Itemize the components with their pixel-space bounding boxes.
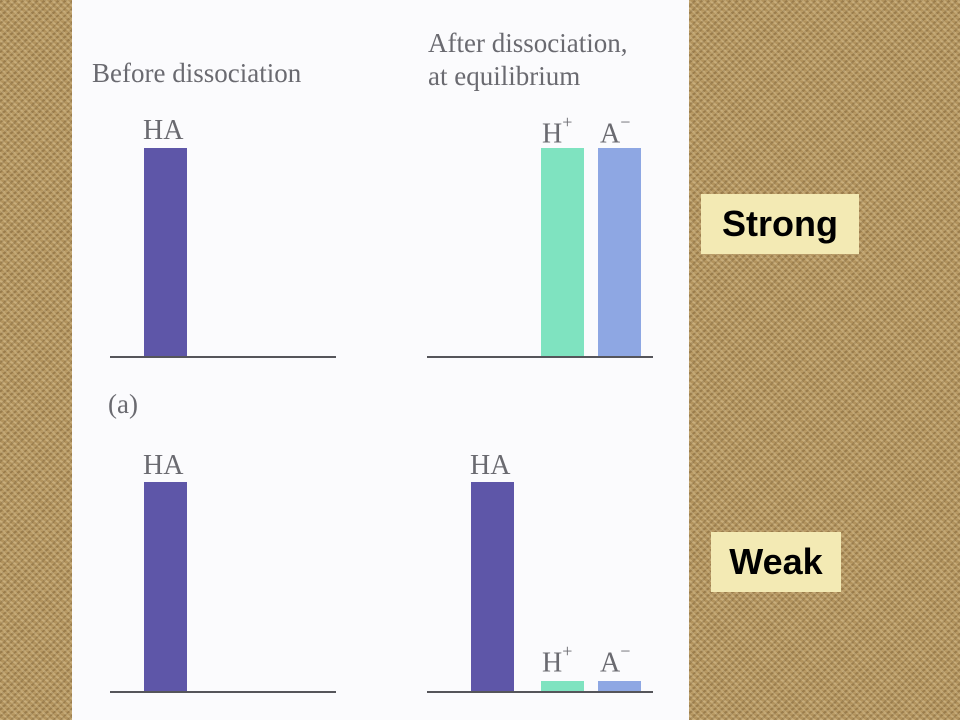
minus-sign: −	[620, 112, 631, 132]
baseline-strong-after	[427, 356, 653, 358]
heading-at-equilibrium: at equilibrium	[428, 61, 581, 91]
weak-acid-tag: Weak	[711, 532, 841, 592]
bar-ha-weak-before	[144, 482, 187, 691]
label-ha-weak-before: HA	[143, 450, 184, 481]
bar-a-minus-strong-after	[598, 148, 641, 356]
heading-after-dissociation: After dissociation,	[428, 28, 628, 58]
bar-a-minus-weak-after	[598, 681, 641, 691]
part-label-a: (a)	[108, 389, 138, 419]
baseline-weak-before	[110, 691, 336, 693]
label-h-plus-strong-after: H+	[542, 112, 573, 150]
minus-sign: −	[620, 641, 631, 661]
bar-ha-strong-before	[144, 148, 187, 356]
label-ha-weak-after: HA	[470, 450, 511, 481]
baseline-weak-after	[427, 691, 653, 693]
plus-sign: +	[562, 112, 573, 132]
bar-ha-weak-after	[471, 482, 514, 691]
bar-h-plus-weak-after	[541, 681, 584, 691]
baseline-strong-before	[110, 356, 336, 358]
diagram-panel: Before dissociation After dissociation, …	[72, 0, 689, 720]
bar-h-plus-strong-after	[541, 148, 584, 356]
label-a-minus-strong-after: A−	[600, 112, 631, 150]
label-ha-strong-before: HA	[143, 115, 184, 146]
label-a-minus-weak-after: A−	[600, 641, 631, 679]
heading-before-dissociation: Before dissociation	[92, 58, 302, 88]
strong-acid-tag: Strong	[701, 194, 859, 254]
label-h-plus-weak-after: H+	[542, 641, 573, 679]
plus-sign: +	[562, 641, 573, 661]
